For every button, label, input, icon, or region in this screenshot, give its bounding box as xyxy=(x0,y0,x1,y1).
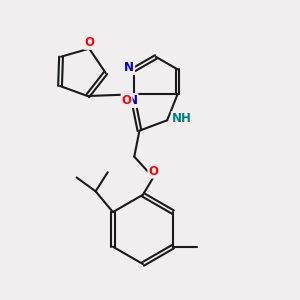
Text: O: O xyxy=(122,94,132,107)
Text: O: O xyxy=(148,165,158,178)
Text: NH: NH xyxy=(172,112,192,125)
Text: N: N xyxy=(124,61,134,74)
Text: O: O xyxy=(84,36,94,49)
Text: N: N xyxy=(128,94,138,107)
